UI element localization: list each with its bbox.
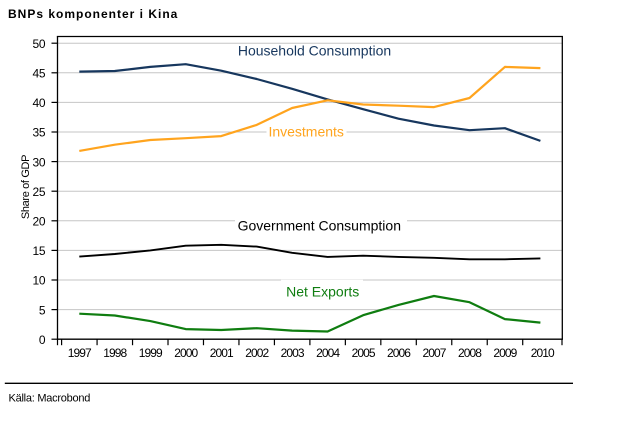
svg-text:2003: 2003 [281,346,305,360]
svg-text:2000: 2000 [174,346,198,360]
svg-text:1999: 1999 [139,346,163,360]
svg-text:35: 35 [33,126,46,140]
svg-text:2002: 2002 [245,346,269,360]
svg-text:1998: 1998 [103,346,127,360]
svg-text:2009: 2009 [493,346,517,360]
svg-text:2008: 2008 [458,346,482,360]
svg-text:40: 40 [33,96,46,110]
svg-text:Share of GDP: Share of GDP [20,155,32,219]
svg-text:10: 10 [33,274,46,288]
svg-text:2005: 2005 [352,346,376,360]
svg-text:Household Consumption: Household Consumption [238,42,391,58]
svg-text:2007: 2007 [422,346,446,360]
svg-text:Källa: Macrobond: Källa: Macrobond [9,392,91,404]
svg-text:20: 20 [33,215,46,229]
svg-text:2001: 2001 [210,346,234,360]
svg-text:30: 30 [33,155,46,169]
svg-text:5: 5 [39,303,46,317]
svg-text:BNPs komponenter i Kina: BNPs komponenter i Kina [8,7,178,21]
svg-text:2010: 2010 [531,346,555,360]
svg-text:Net Exports: Net Exports [286,284,359,300]
svg-text:Investments: Investments [268,124,343,140]
svg-text:Government Consumption: Government Consumption [238,217,401,233]
svg-text:0: 0 [39,333,46,347]
svg-text:2004: 2004 [316,346,340,360]
svg-text:25: 25 [33,185,46,199]
svg-text:1997: 1997 [68,346,92,360]
svg-text:2006: 2006 [387,346,411,360]
svg-text:45: 45 [33,67,46,81]
svg-text:15: 15 [33,244,46,258]
svg-text:50: 50 [33,37,46,51]
